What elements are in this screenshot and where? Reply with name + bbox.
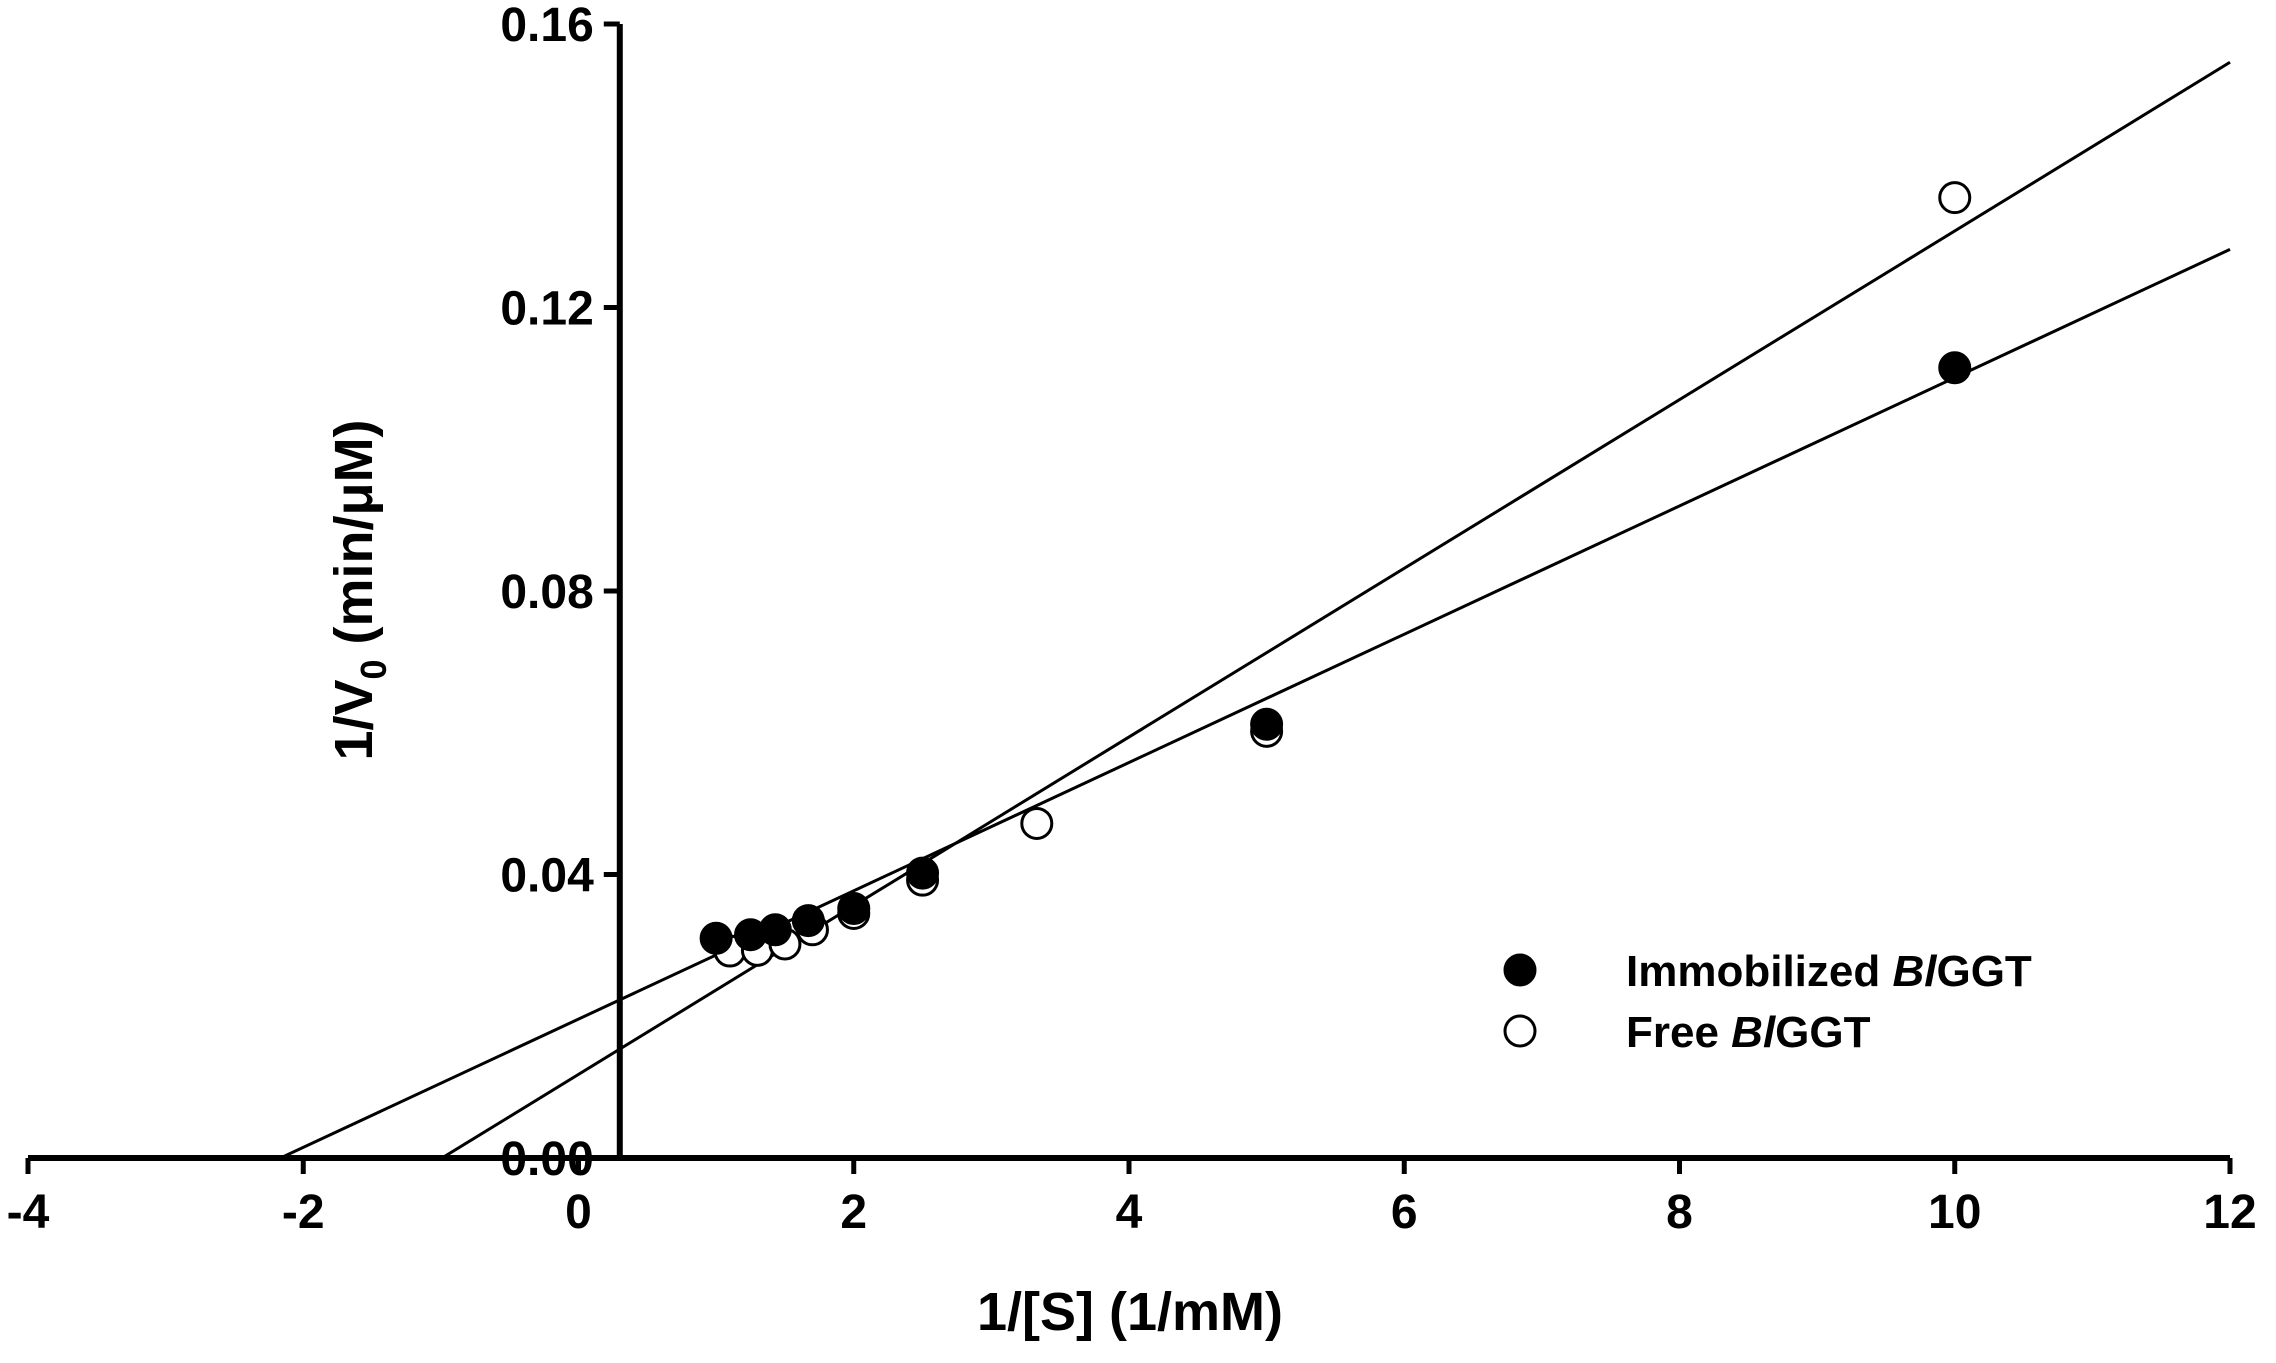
legend-marker-free: [1503, 1014, 1537, 1048]
point-immobilized: [758, 913, 792, 947]
legend-label-free-italic: Bl: [1731, 1008, 1776, 1057]
legend-label-immobilized-prefix: Immobilized: [1626, 947, 1892, 996]
x-tick-label: -2: [282, 1186, 325, 1239]
x-tick-label: 2: [840, 1186, 867, 1239]
y-axis-title-subscript: 0: [353, 659, 394, 679]
x-tick-label: 8: [1666, 1186, 1693, 1239]
x-axis-ticks: -4 -2 0 2 4 6 8 10 12: [7, 1158, 2257, 1239]
x-tick-label: 6: [1391, 1186, 1418, 1239]
legend-label-free: Free BlGGT: [1626, 1008, 1871, 1057]
x-axis-title: 1/[S] (1/mM): [977, 1282, 1283, 1342]
data-points: [699, 181, 1972, 968]
y-tick-label: 0.12: [500, 283, 593, 336]
fit-lines: [276, 60, 2231, 1158]
legend-label-free-suffix: GGT: [1775, 1008, 1870, 1057]
y-axis-title-main: 1/V: [324, 679, 384, 760]
point-immobilized: [1938, 351, 1972, 385]
y-tick-label: 0.00: [500, 1133, 593, 1186]
legend-label-free-prefix: Free: [1626, 1008, 1731, 1057]
x-tick-label: 10: [1928, 1186, 1981, 1239]
legend: Immobilized BlGGT Free BlGGT: [1503, 947, 2032, 1057]
x-tick-label: 0: [565, 1186, 592, 1239]
y-axis-title-units: (min/μM): [324, 419, 384, 659]
fit-line-free: [439, 60, 2231, 1158]
point-immobilized: [1250, 707, 1284, 741]
point-immobilized: [837, 892, 871, 926]
legend-label-immobilized: Immobilized BlGGT: [1626, 947, 2032, 996]
point-free: [1938, 181, 1972, 215]
legend-label-immobilized-suffix: GGT: [1936, 947, 2031, 996]
y-tick-label: 0.16: [500, 0, 593, 52]
point-immobilized: [906, 856, 940, 890]
y-tick-label: 0.04: [500, 850, 594, 903]
y-axis-title: 1/V0 (min/μM): [324, 419, 394, 760]
point-immobilized: [699, 921, 733, 955]
y-tick-label: 0.08: [500, 566, 593, 619]
y-axis-ticks: 0.00 0.04 0.08 0.12 0.16: [500, 0, 620, 1186]
x-tick-label: 4: [1116, 1186, 1143, 1239]
legend-label-immobilized-italic: Bl: [1892, 947, 1937, 996]
point-free: [1020, 806, 1054, 840]
legend-marker-immobilized: [1503, 953, 1537, 987]
x-tick-label: 12: [2203, 1186, 2256, 1239]
fit-line-immobilized: [276, 248, 2231, 1158]
point-immobilized: [791, 904, 825, 938]
x-tick-label: -4: [7, 1186, 50, 1239]
